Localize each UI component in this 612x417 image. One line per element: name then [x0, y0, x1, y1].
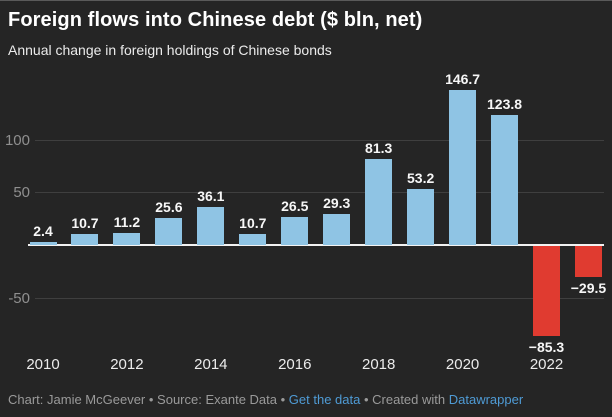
x-tick-2022: 2022 — [529, 356, 564, 373]
x-tick-2010: 2010 — [26, 356, 60, 373]
bar-value-label-2011: 10.7 — [71, 214, 99, 231]
bar-2016[interactable] — [281, 217, 309, 245]
chart-subtitle: Annual change in foreign holdings of Chi… — [8, 42, 332, 58]
bar-value-label-2015: 10.7 — [239, 214, 267, 231]
bar-2021[interactable] — [491, 114, 519, 245]
bar-2017[interactable] — [323, 214, 351, 245]
bar-2012[interactable] — [113, 233, 141, 245]
bar-2013[interactable] — [155, 218, 183, 245]
bar-value-label-2016: 26.5 — [281, 198, 309, 215]
bar-value-label-2023: −29.5 — [570, 280, 607, 297]
datawrapper-link[interactable]: Datawrapper — [448, 392, 524, 407]
footer-separator: • — [360, 392, 373, 407]
bar-2011[interactable] — [71, 233, 99, 245]
x-tick-2014: 2014 — [194, 356, 228, 373]
bar-2023[interactable] — [574, 246, 602, 278]
bar-2019[interactable] — [407, 188, 435, 245]
footer-separator: • — [277, 392, 289, 407]
bar-2015[interactable] — [239, 233, 267, 245]
chart-source: Source: Exante Data — [157, 392, 278, 407]
x-tick-2020: 2020 — [445, 356, 480, 373]
chart-footer: Chart: Jamie McGeever • Source: Exante D… — [8, 392, 608, 407]
bar-value-label-2021: 123.8 — [487, 95, 523, 112]
gridline-50 — [35, 192, 604, 194]
created-with-label: Created with — [372, 392, 449, 407]
x-tick-2012: 2012 — [110, 356, 144, 373]
gridline--50 — [35, 297, 604, 299]
bar-value-label-2012: 11.2 — [113, 214, 141, 231]
bar-value-label-2022: −85.3 — [528, 338, 565, 355]
bar-value-label-2017: 29.3 — [323, 195, 351, 212]
bar-2018[interactable] — [365, 159, 393, 245]
y-tick-label-100: 100 — [4, 131, 30, 149]
get-the-data-link[interactable]: Get the data — [288, 392, 361, 407]
bar-2022[interactable] — [533, 246, 561, 336]
bar-value-label-2020: 146.7 — [445, 71, 481, 88]
bar-2020[interactable] — [449, 90, 477, 245]
x-tick-2018: 2018 — [361, 356, 396, 373]
chart-title: Foreign flows into Chinese debt ($ bln, … — [8, 9, 423, 31]
x-tick-2016: 2016 — [278, 356, 312, 373]
bar-value-label-2014: 36.1 — [197, 187, 225, 204]
footer-separator: • — [145, 392, 158, 407]
bar-2010[interactable] — [29, 242, 57, 245]
bar-2014[interactable] — [197, 206, 225, 245]
bar-value-label-2010: 2.4 — [33, 223, 53, 240]
bar-value-label-2018: 81.3 — [365, 140, 393, 157]
y-tick-label-50: 50 — [13, 184, 30, 202]
gridline-100 — [35, 139, 604, 141]
chart-credit: Chart: Jamie McGeever — [8, 392, 146, 407]
bar-value-label-2013: 25.6 — [155, 199, 183, 216]
zero-baseline — [28, 244, 604, 246]
y-tick-label--50: -50 — [8, 289, 30, 307]
bar-value-label-2019: 53.2 — [407, 169, 435, 186]
plot-area: 100 50 -50 2.4 10.7 11.2 25.6 36.1 10.7 26.5 29.3 8… — [0, 66, 612, 381]
